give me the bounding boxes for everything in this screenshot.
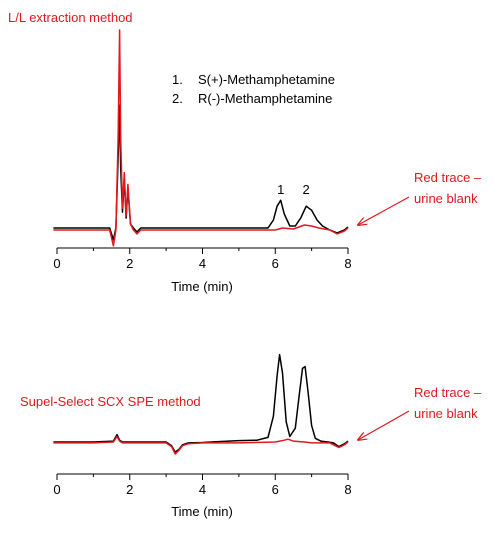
legend-item-1-label: S(+)-Methamphetamine xyxy=(198,72,335,87)
legend-item-2-number: 2. xyxy=(172,91,183,106)
chart-1-x-tick-label: 4 xyxy=(199,256,206,271)
chart-2-x-tick-label: 6 xyxy=(272,482,279,497)
chart-2-x-tick-label: 2 xyxy=(126,482,133,497)
chart-1-annotation: Red trace – urine blank xyxy=(358,170,482,225)
chart-1-x-tick-label: 2 xyxy=(126,256,133,271)
chart-1-peak-label-2: 2 xyxy=(303,182,310,197)
chart-1-x-axis: 0 2 4 6 8 xyxy=(53,247,352,271)
legend: 1. S(+)-Methamphetamine 2. R(-)-Methamph… xyxy=(172,72,335,106)
chart-2-series xyxy=(53,353,349,455)
chart-1-annotation-arrow xyxy=(358,196,410,225)
chart-1-series xyxy=(53,29,349,247)
chart-1-annotation-line-1: Red trace – xyxy=(414,170,482,185)
chart-1-series-sample-line xyxy=(53,104,349,241)
chart-1: L/L extraction method 1. S(+)-Methamphet… xyxy=(8,10,482,294)
chart-1-peak-label-1: 1 xyxy=(277,182,284,197)
chart-2-x-axis: 0 2 4 6 8 xyxy=(53,473,352,497)
chart-2-title: Supel-Select SCX SPE method xyxy=(20,394,201,409)
legend-item-2-label: R(-)-Methamphetamine xyxy=(198,91,332,106)
chart-2-x-tick-label: 0 xyxy=(53,482,60,497)
chart-2-annotation-arrow xyxy=(358,410,410,440)
chart-1-x-tick-label: 0 xyxy=(53,256,60,271)
chart-2-series-urine-blank-line xyxy=(53,435,349,455)
chart-2-x-axis-title: Time (min) xyxy=(171,504,233,519)
chart-2-annotation-line-2: urine blank xyxy=(414,406,478,421)
chart-1-annotation-line-2: urine blank xyxy=(414,191,478,206)
chart-2: Supel-Select SCX SPE method 0 2 4 6 8 Time (… xyxy=(20,353,482,519)
chart-2-annotation-line-1: Red trace – xyxy=(414,385,482,400)
chart-2-annotation: Red trace – urine blank xyxy=(358,385,482,440)
legend-item-1-number: 1. xyxy=(172,72,183,87)
chart-1-x-tick-label: 6 xyxy=(272,256,279,271)
chart-1-title: L/L extraction method xyxy=(8,10,133,25)
chart-2-x-tick-label: 8 xyxy=(344,482,351,497)
chart-1-x-axis-title: Time (min) xyxy=(171,279,233,294)
chart-2-x-tick-label: 4 xyxy=(199,482,206,497)
chart-1-x-tick-label: 8 xyxy=(344,256,351,271)
chart-2-series-sample-line xyxy=(53,353,349,453)
chart-1-series-urine-blank-line xyxy=(53,29,349,247)
